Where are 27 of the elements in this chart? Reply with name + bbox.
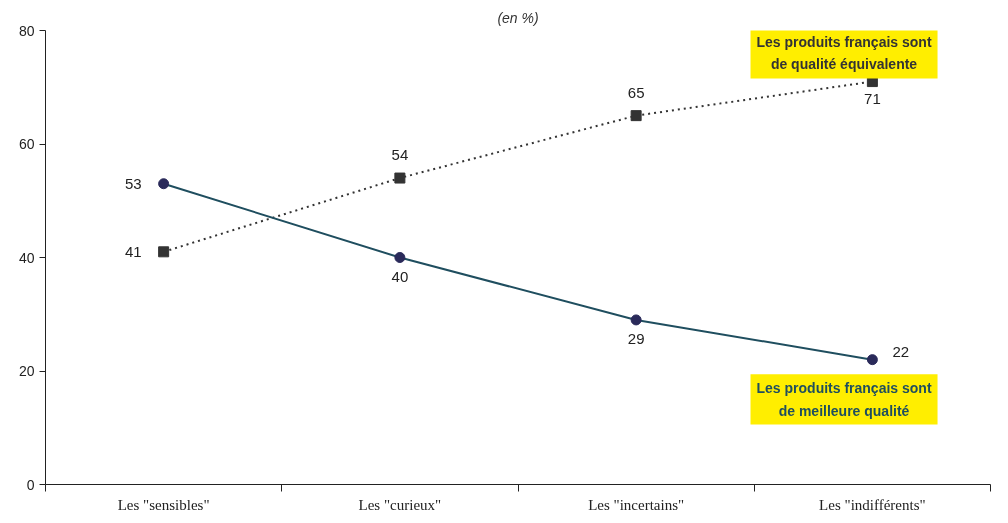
x-tick-label: Les "curieux" [358, 496, 442, 513]
data-label: 54 [391, 146, 409, 164]
chart-subtitle: (en %) [497, 9, 539, 26]
data-label: 65 [627, 83, 645, 101]
point [630, 110, 642, 122]
y-tick-label: 40 [18, 249, 35, 266]
text: Les produits français sont de meilleure qualité [756, 380, 932, 419]
point [394, 172, 406, 184]
y-tick-label: 0 [26, 476, 35, 493]
x-tick-label: Les "sensibles" [117, 496, 210, 513]
data-label: 53 [124, 174, 142, 192]
point [866, 354, 878, 366]
y-tick-label: 60 [18, 136, 35, 152]
data-label: 40 [391, 267, 409, 285]
point [158, 178, 170, 190]
point [158, 246, 170, 258]
data-label: 22 [892, 342, 910, 360]
data-label: 71 [864, 89, 881, 107]
point [630, 314, 642, 326]
data-label: 41 [124, 242, 142, 260]
y-tick-label: 20 [18, 363, 35, 379]
x-tick-label: Les "incertains" [588, 496, 685, 513]
x-tick-label: Les "indifférents" [819, 496, 926, 513]
series-label: Les produits français sont de qualité équivalente [756, 34, 932, 73]
data-label: 29 [627, 329, 645, 347]
y-tick-label: 80 [18, 22, 35, 39]
point [394, 252, 406, 263]
